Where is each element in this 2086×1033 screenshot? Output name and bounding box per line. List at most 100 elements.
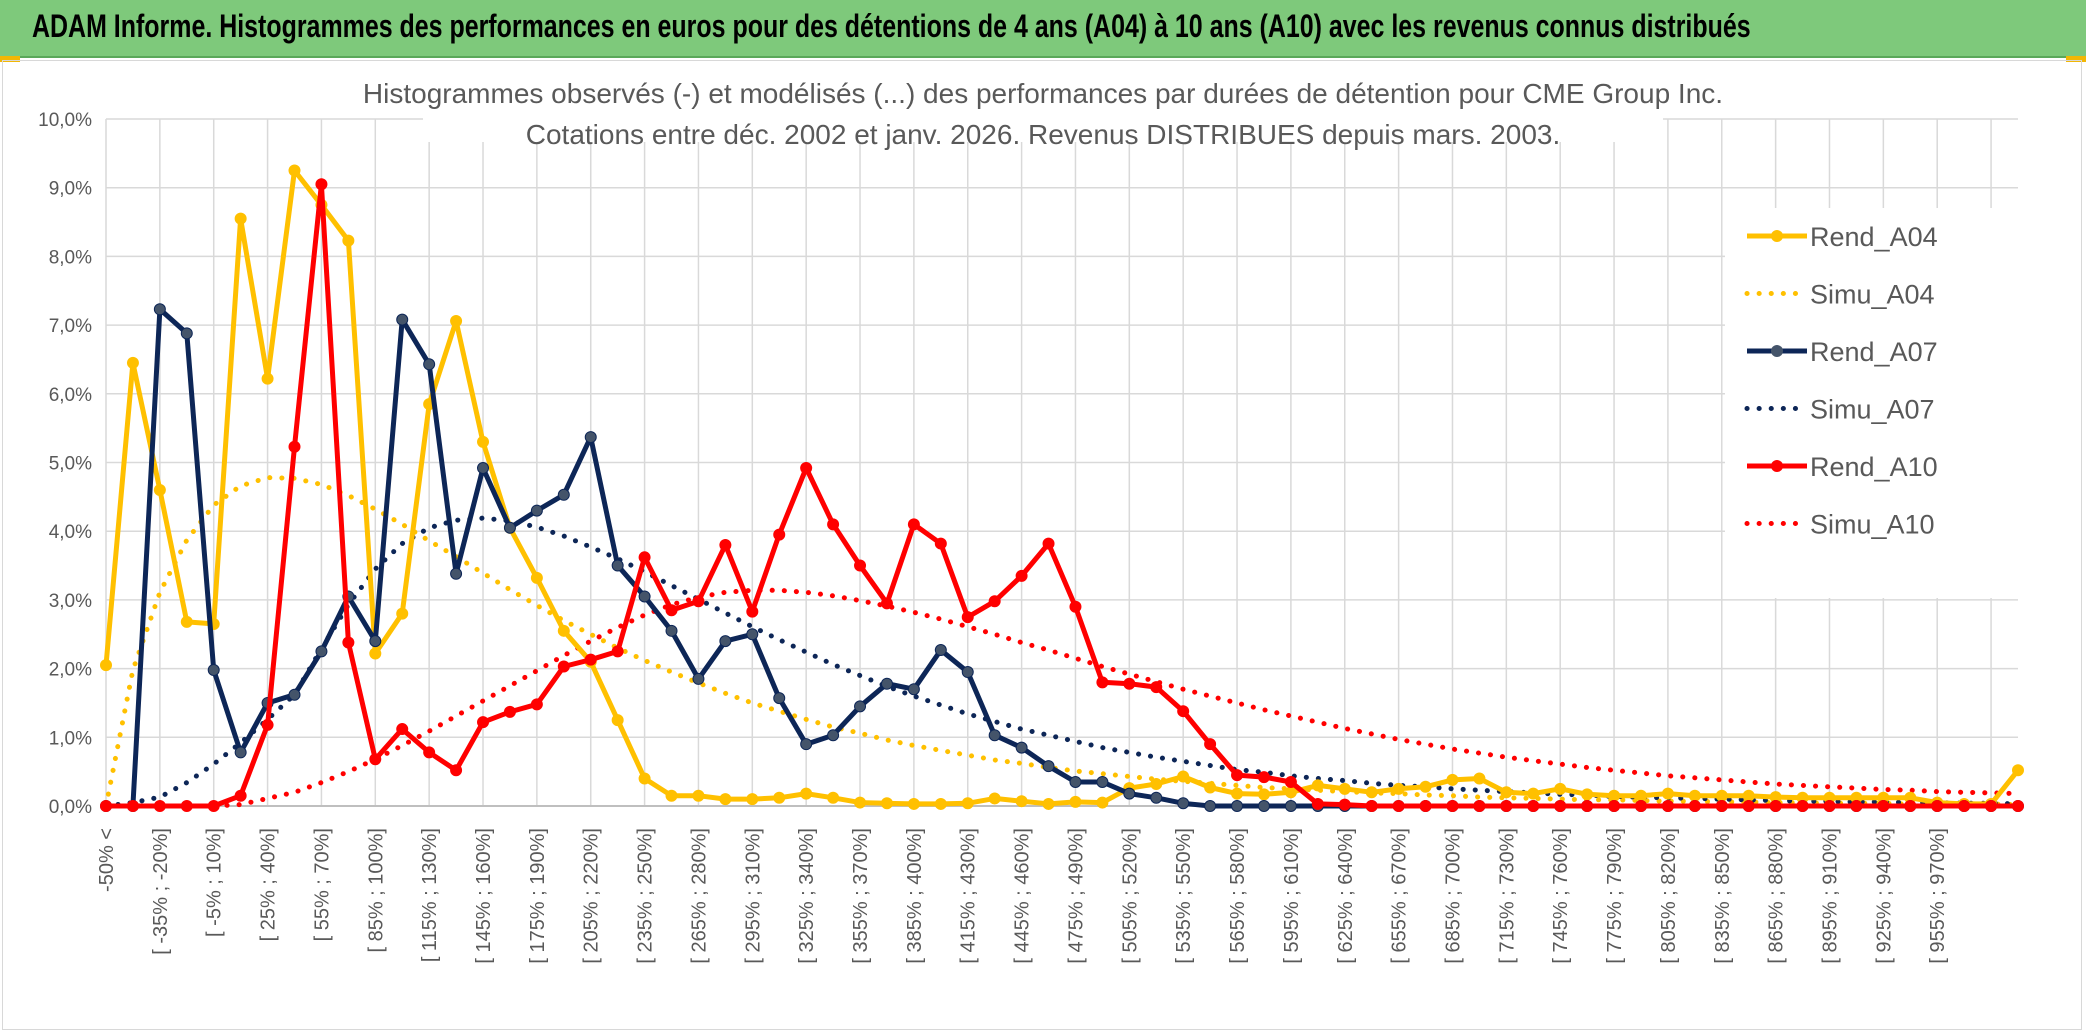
- data-point: [261, 372, 274, 385]
- data-point: [1634, 789, 1647, 802]
- data-point: [1177, 797, 1190, 810]
- data-point: [1661, 800, 1674, 812]
- data-point: [1204, 738, 1217, 751]
- data-point: [1419, 780, 1432, 793]
- x-tick-label: [ 745% ; 760%]: [1550, 828, 1572, 964]
- data-point: [907, 518, 920, 531]
- data-point: [1284, 786, 1297, 799]
- data-point: [1661, 787, 1674, 800]
- data-point: [1527, 787, 1540, 800]
- chart-frame: 0,0% 1,0% 2,0% 3,0% 4,0% 5,0% 6,0% 7,0% 8,0% 9,0%…: [2, 60, 2082, 1030]
- data-point: [1392, 800, 1405, 812]
- data-point: [961, 666, 974, 679]
- data-point: [1904, 800, 1917, 812]
- data-point: [827, 729, 840, 742]
- data-point: [261, 718, 274, 731]
- data-point: [1015, 795, 1028, 808]
- legend-marker-Rend_A10: [1771, 460, 1783, 472]
- x-tick-label: [ 325% ; 340%]: [796, 828, 818, 964]
- data-point: [880, 797, 893, 810]
- data-point: [611, 714, 624, 727]
- data-point: [1069, 600, 1082, 613]
- x-tick-label: [ 55% ; 70%]: [311, 828, 333, 941]
- data-point: [1688, 800, 1701, 812]
- data-point: [530, 698, 543, 711]
- data-point: [638, 772, 651, 785]
- data-point: [1608, 800, 1621, 812]
- x-tick-label: [ 805% ; 820%]: [1658, 828, 1680, 964]
- data-point: [665, 789, 678, 802]
- y-tick-label: 8,0%: [49, 247, 92, 268]
- data-point: [1069, 775, 1082, 788]
- data-point: [153, 483, 166, 496]
- data-point: [1015, 569, 1028, 582]
- data-point: [719, 635, 732, 648]
- data-point: [692, 789, 705, 802]
- data-point: [1096, 796, 1109, 809]
- x-tick-label: [ 715% ; 730%]: [1496, 828, 1518, 964]
- data-point: [1231, 800, 1244, 812]
- data-point: [773, 692, 786, 705]
- data-point: [1257, 800, 1270, 812]
- x-tick-label: [ -35% ; -20%]: [150, 828, 172, 955]
- series-line-Simu_A07: [103, 515, 2021, 809]
- data-point: [827, 791, 840, 804]
- x-tick-label: [ 205% ; 220%]: [581, 828, 603, 964]
- data-point: [854, 700, 867, 713]
- x-tick-label: -50% <: [96, 828, 118, 892]
- x-tick-label: [ 655% ; 670%]: [1389, 828, 1411, 964]
- data-point: [584, 653, 597, 666]
- data-point: [100, 659, 112, 672]
- y-axis-ticks: 0,0% 1,0% 2,0% 3,0% 4,0% 5,0% 6,0% 7,0% 8,0% 9,0%…: [38, 110, 92, 818]
- data-point: [1446, 773, 1459, 786]
- data-point: [1608, 789, 1621, 802]
- data-point: [342, 636, 355, 649]
- data-point: [1231, 769, 1244, 782]
- data-point: [854, 796, 867, 809]
- data-point: [988, 729, 1001, 742]
- data-point: [530, 504, 543, 517]
- data-point: [1500, 786, 1513, 799]
- data-point: [1473, 800, 1486, 812]
- x-tick-label: [ 115% ; 130%]: [419, 828, 441, 962]
- data-point: [369, 635, 382, 648]
- x-tick-label: [ 355% ; 370%]: [850, 828, 872, 964]
- data-point: [1123, 787, 1136, 800]
- data-point: [2012, 764, 2024, 777]
- data-point: [934, 537, 947, 550]
- corner-mark-left: [0, 56, 20, 62]
- data-point: [180, 800, 193, 812]
- x-tick-label: [ 865% ; 880%]: [1766, 828, 1788, 964]
- data-point: [477, 461, 490, 474]
- data-point: [746, 628, 759, 641]
- y-tick-label: 4,0%: [49, 522, 92, 543]
- data-point: [234, 212, 247, 225]
- data-point: [342, 234, 355, 247]
- x-tick-label: [ -5% ; 10%]: [204, 828, 226, 937]
- data-point: [800, 787, 813, 800]
- data-point: [773, 528, 786, 541]
- y-tick-label: 9,0%: [49, 179, 92, 200]
- data-point: [1204, 781, 1217, 794]
- data-point: [1931, 800, 1944, 812]
- data-point: [1581, 800, 1594, 812]
- data-point: [234, 789, 247, 802]
- series-Simu_A07: [103, 515, 2021, 809]
- legend: Rend_A04 Simu_A04 Rend_A07 Simu_A07 Rend_A10…: [1725, 208, 2025, 598]
- data-point: [611, 645, 624, 658]
- series-line-Simu_A04: [103, 475, 2021, 809]
- data-point: [988, 792, 1001, 805]
- legend-label-Rend_A07: Rend_A07: [1810, 337, 1938, 367]
- data-point: [611, 559, 624, 572]
- x-tick-label: [ 835% ; 850%]: [1712, 828, 1734, 964]
- data-point: [1419, 800, 1432, 812]
- data-point: [1177, 770, 1190, 783]
- x-tick-label: [ 445% ; 460%]: [1012, 828, 1034, 964]
- data-point: [450, 567, 463, 580]
- data-point: [907, 683, 920, 696]
- data-point: [827, 518, 840, 531]
- data-point: [100, 800, 112, 812]
- data-point: [961, 797, 974, 810]
- data-point: [665, 604, 678, 617]
- legend-marker-Rend_A07: [1771, 345, 1783, 357]
